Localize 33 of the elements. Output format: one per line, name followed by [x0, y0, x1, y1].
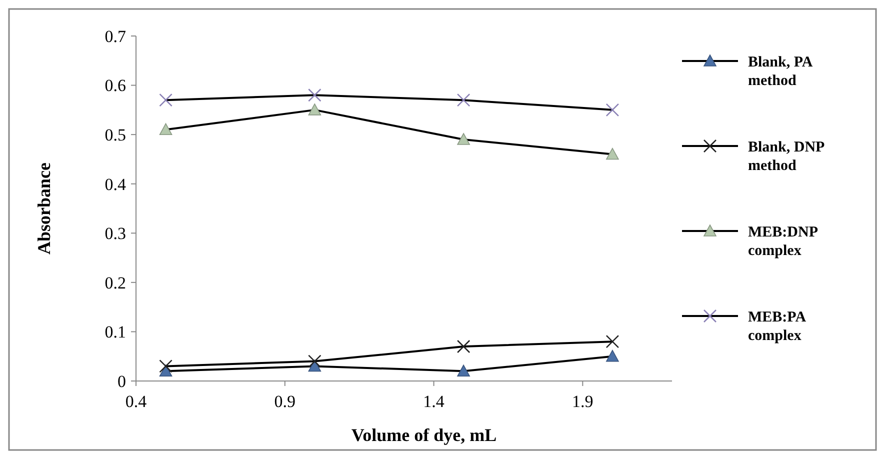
- point: [159, 360, 172, 373]
- x-tick-label: 0.4: [125, 392, 148, 411]
- y-tick-label: 0.6: [104, 76, 126, 96]
- legend-label: MEB:DNP complex: [748, 224, 818, 259]
- y-tick-label: 0.1: [104, 322, 126, 342]
- point: [456, 93, 470, 107]
- point: [456, 340, 470, 354]
- point: [457, 133, 470, 145]
- point: [606, 148, 619, 160]
- point: [159, 93, 172, 107]
- x-tick-label: 1.9: [572, 392, 594, 411]
- y-tick-label: 0.4: [104, 174, 126, 194]
- point: [457, 364, 470, 377]
- point: [308, 354, 322, 368]
- y-axis-title: Absorbance: [34, 162, 54, 255]
- point: [308, 88, 322, 102]
- point: [308, 104, 322, 116]
- y-tick-label: 0.5: [104, 126, 126, 145]
- y-tick-label: 0.3: [104, 224, 126, 244]
- point: [606, 334, 620, 348]
- point: [606, 350, 619, 362]
- point: [159, 364, 172, 377]
- point: [159, 123, 172, 136]
- legend-label: MEB:PA complex: [748, 309, 806, 344]
- y-tick-label: 0.2: [104, 273, 126, 292]
- y-tick-label: 0.7: [104, 26, 126, 46]
- legend-label: Blank, DNP method: [748, 139, 825, 174]
- point: [606, 103, 620, 117]
- x-axis-title: Volume of dye, mL: [351, 425, 497, 445]
- x-tick-label: 1.4: [423, 392, 445, 411]
- x-tick-label: 0.9: [274, 392, 296, 411]
- legend-label: Blank, PA method: [748, 54, 813, 89]
- y-tick-label: 0: [118, 372, 126, 391]
